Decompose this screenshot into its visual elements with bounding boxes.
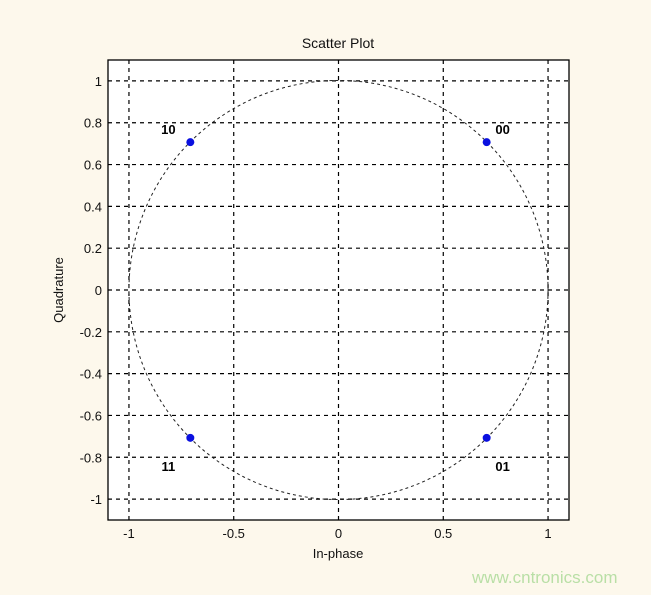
chart-title: Scatter Plot (302, 35, 374, 51)
y-tick-label: 0.8 (84, 116, 102, 131)
x-tick-label: 0.5 (434, 526, 452, 541)
y-tick-label: -1 (90, 492, 102, 507)
y-tick-label: 0.6 (84, 158, 102, 173)
data-point (186, 138, 195, 147)
grid (108, 60, 569, 520)
data-point-label: 01 (495, 459, 509, 474)
y-axis-label: Quadrature (51, 257, 66, 323)
y-tick-label: -0.2 (80, 325, 102, 340)
plot-frame (107, 59, 570, 521)
data-point-label: 00 (495, 122, 509, 137)
data-point-label: 11 (161, 459, 175, 474)
x-tick-label: -0.5 (223, 526, 245, 541)
x-tick-label: -1 (123, 526, 135, 541)
data-point (186, 433, 195, 442)
y-tick-label: 0 (95, 283, 102, 298)
reference-circle (128, 79, 549, 501)
x-tick-label: 1 (544, 526, 551, 541)
data-points: 00 10 11 01 (161, 122, 510, 474)
watermark: www.cntronics.com (472, 568, 618, 587)
y-tick-label: 1 (95, 74, 102, 89)
y-tick-label: 0.2 (84, 241, 102, 256)
tick-labels: -1 -0.5 0 0.5 110.80.60.40.20-0.2-0.4-0.6-0.… (80, 74, 552, 541)
y-tick-label: -0.4 (80, 367, 102, 382)
y-tick-label: 0.4 (84, 199, 102, 214)
data-point (482, 433, 491, 442)
data-point (482, 138, 491, 147)
x-axis-label: In-phase (313, 546, 364, 561)
data-point-label: 10 (161, 122, 175, 137)
y-tick-label: -0.6 (80, 408, 102, 423)
y-tick-label: -0.8 (80, 450, 102, 465)
x-tick-label: 0 (335, 526, 342, 541)
